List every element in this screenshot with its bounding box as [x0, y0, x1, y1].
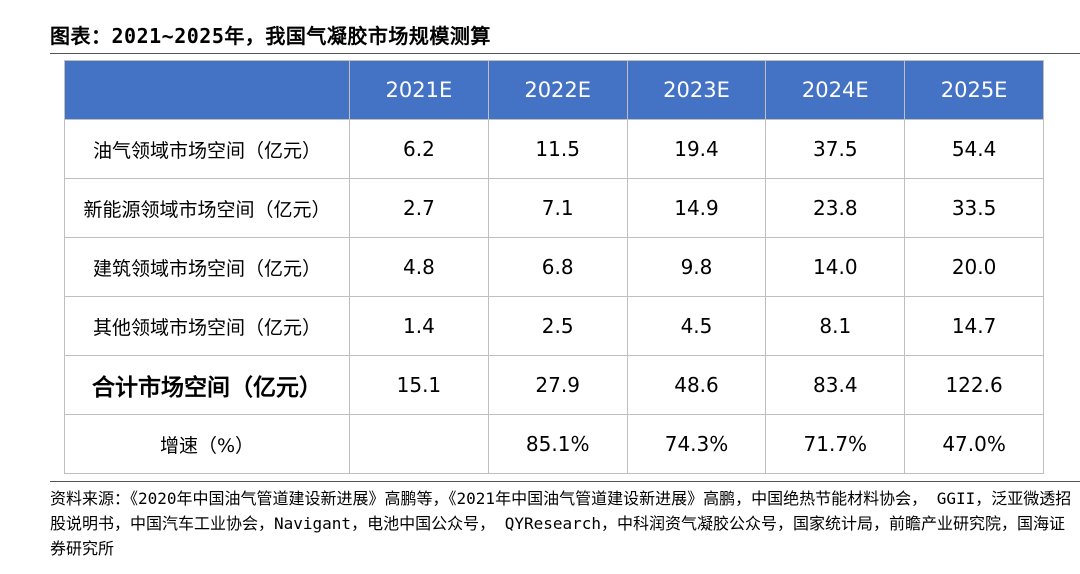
market-size-table: 2021E 2022E 2023E 2024E 2025E 油气领域市场空间（亿…: [64, 60, 1044, 474]
table-cell: 47.0%: [904, 414, 1044, 474]
table-row-growth: 增速（%） 85.1% 74.3% 71.7% 47.0%: [64, 414, 1044, 474]
table-cell: 2.7: [349, 178, 489, 238]
row-label: 新能源领域市场空间（亿元）: [64, 178, 350, 238]
figure-title: 图表：2021~2025年，我国气凝胶市场规模测算: [50, 24, 491, 48]
table-cell: 83.4: [765, 355, 906, 415]
header-cell-2021E: 2021E: [349, 60, 489, 120]
header-cell-2024E: 2024E: [765, 60, 906, 120]
table-cell: 2.5: [487, 296, 628, 356]
row-label: 油气领域市场空间（亿元）: [64, 119, 350, 179]
table-cell: 15.1: [349, 355, 489, 415]
table-cell: 9.8: [626, 237, 767, 297]
table-row-construction: 建筑领域市场空间（亿元） 4.8 6.8 9.8 14.0 20.0: [64, 237, 1044, 297]
table-cell: [349, 414, 489, 474]
table-cell: 8.1: [765, 296, 906, 356]
table-cell: 27.9: [487, 355, 628, 415]
table-cell: 14.9: [626, 178, 767, 238]
table-cell: 4.8: [349, 237, 489, 297]
row-label: 其他领域市场空间（亿元）: [64, 296, 350, 356]
row-label: 建筑领域市场空间（亿元）: [64, 237, 350, 297]
table-row-new-energy: 新能源领域市场空间（亿元） 2.7 7.1 14.9 23.8 33.5: [64, 178, 1044, 238]
title-divider: [50, 53, 1080, 54]
header-cell-2023E: 2023E: [626, 60, 767, 120]
source-divider: [50, 481, 1080, 482]
table-cell: 4.5: [626, 296, 767, 356]
table-cell: 19.4: [626, 119, 767, 179]
source-note: 资料来源：《2020年中国油气管道建设新进展》高鹏等，《2021年中国油气管道建…: [50, 489, 1072, 558]
table-cell: 71.7%: [765, 414, 906, 474]
table-cell: 37.5: [765, 119, 906, 179]
table-row-total: 合计市场空间（亿元） 15.1 27.9 48.6 83.4 122.6: [64, 355, 1044, 415]
row-label: 增速（%）: [64, 414, 350, 474]
table-cell: 48.6: [626, 355, 767, 415]
table-cell: 7.1: [487, 178, 628, 238]
table-cell: 11.5: [487, 119, 628, 179]
header-row: 2021E 2022E 2023E 2024E 2025E: [64, 60, 1044, 120]
table-cell: 122.6: [904, 355, 1044, 415]
table-cell: 85.1%: [487, 414, 628, 474]
table-cell: 6.8: [487, 237, 628, 297]
table-row-other: 其他领域市场空间（亿元） 1.4 2.5 4.5 8.1 14.7: [64, 296, 1044, 356]
header-cell-corner: [64, 60, 350, 120]
table-cell: 54.4: [904, 119, 1044, 179]
table-cell: 20.0: [904, 237, 1044, 297]
table-cell: 6.2: [349, 119, 489, 179]
table-cell: 14.7: [904, 296, 1044, 356]
header-cell-2022E: 2022E: [487, 60, 628, 120]
table-cell: 33.5: [904, 178, 1044, 238]
header-cell-2025E: 2025E: [904, 60, 1044, 120]
table-cell: 14.0: [765, 237, 906, 297]
table-row-oil-gas: 油气领域市场空间（亿元） 6.2 11.5 19.4 37.5 54.4: [64, 119, 1044, 179]
table-cell: 1.4: [349, 296, 489, 356]
table-cell: 74.3%: [626, 414, 767, 474]
table-cell: 23.8: [765, 178, 906, 238]
row-label: 合计市场空间（亿元）: [64, 355, 350, 415]
